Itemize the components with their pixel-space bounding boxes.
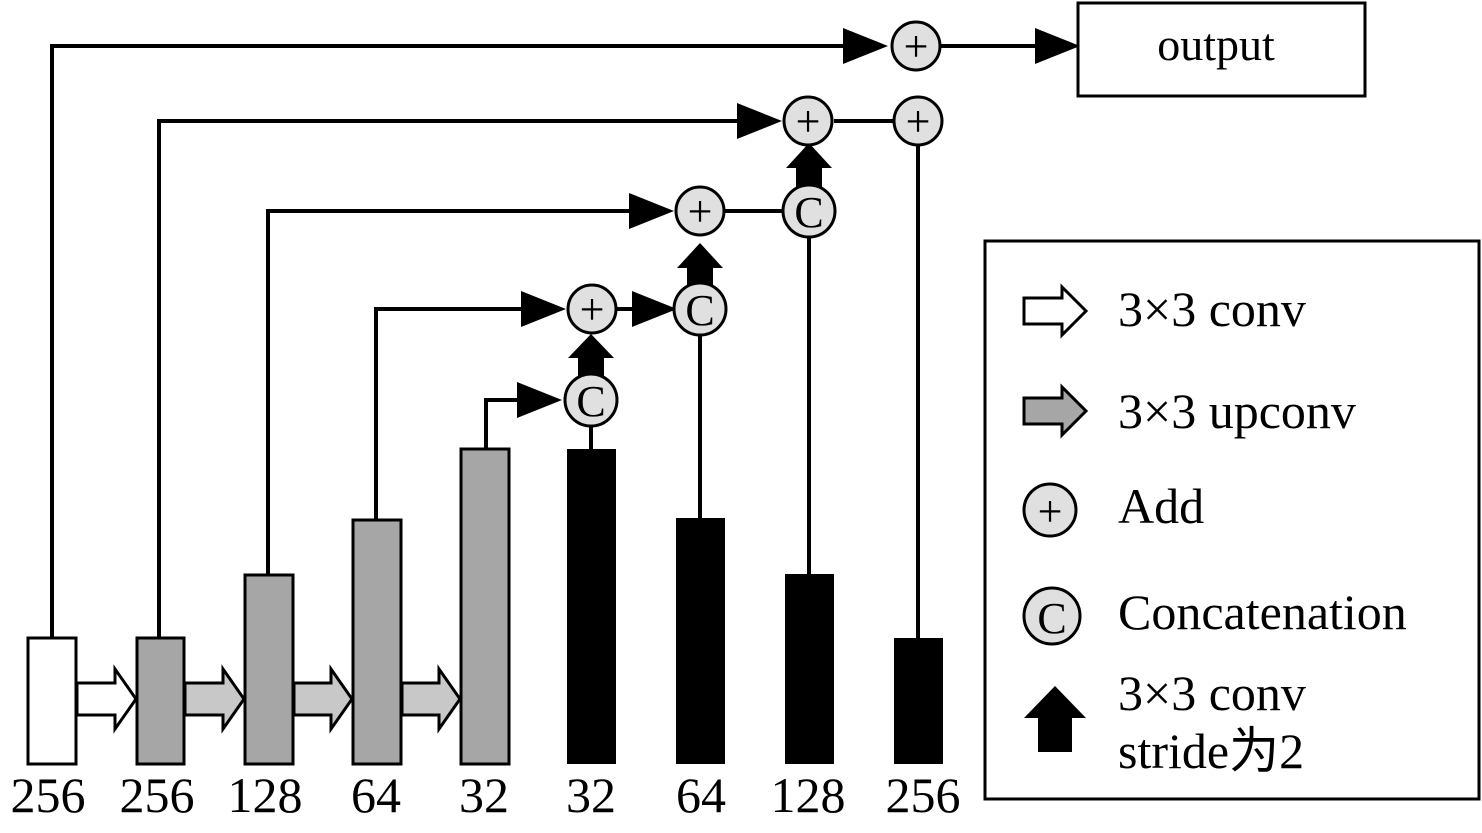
legend: 3×3 conv 3×3 upconv + Add C Concatenatio… (983, 239, 1481, 801)
decoder-label-2: 64 (676, 767, 726, 823)
concat-circle-icon (1022, 586, 1082, 646)
concat-node-level3 (781, 183, 837, 239)
decoder-bar-1 (567, 449, 616, 764)
encoder-bar-5 (459, 447, 511, 766)
add-glyph-level4: + (796, 97, 821, 146)
output-box (1076, 1, 1367, 98)
encoder-label-3: 128 (228, 767, 303, 823)
skip-line-256b (157, 119, 742, 638)
arrowhead-output (1035, 28, 1080, 64)
decoder-bar-3 (785, 574, 834, 764)
add-circle-icon (1022, 482, 1078, 538)
encoder-label-1: 256 (11, 767, 86, 823)
skip-line-128 (266, 209, 634, 575)
legend-label-stride-line2: stride为2 (1118, 723, 1304, 779)
add-node-top (890, 20, 942, 72)
add-glyph-level3: + (688, 187, 713, 236)
stride-arrow-3 (786, 143, 832, 189)
encoder-label-5: 32 (459, 767, 509, 823)
output-label: output (1157, 19, 1275, 70)
legend-label-upconv: 3×3 upconv (1118, 383, 1356, 439)
add-node-level4b (892, 95, 944, 147)
encoder-bar-2 (135, 636, 186, 766)
encoder-bar-1 (26, 636, 78, 766)
stride-arrow-1 (568, 334, 614, 377)
skip-line-64 (374, 307, 526, 520)
encoder-bar-4 (351, 518, 403, 766)
concat-glyph-level3: C (794, 188, 823, 237)
arrowhead-top (843, 28, 888, 64)
stride-arrow-2 (677, 243, 723, 287)
decoder-bar-4 (894, 638, 943, 764)
skip-line-32 (484, 398, 522, 449)
concat-glyph-level1: C (576, 377, 605, 426)
arrowhead-level3 (629, 193, 674, 229)
add-glyph-level4b: + (906, 97, 931, 146)
add-glyph-top: + (904, 22, 929, 71)
arrowhead-concat2 (632, 291, 677, 327)
upconv-arrow-2 (183, 664, 246, 734)
skip-line-256a (50, 44, 848, 638)
upconv-arrow-3 (292, 664, 354, 734)
encoder-label-4: 64 (351, 767, 401, 823)
legend-label-conv: 3×3 conv (1118, 281, 1306, 337)
conv-arrow-1 (75, 664, 138, 734)
encoder-label-2: 256 (120, 767, 195, 823)
gray-arrow-icon (1022, 383, 1089, 439)
concat-circle-glyph: C (1037, 594, 1066, 643)
arrowhead-level2 (521, 291, 566, 327)
concat-glyph-level2: C (685, 286, 714, 335)
decoder-label-3: 128 (771, 767, 846, 823)
decoder-label-1: 32 (566, 767, 616, 823)
add-circle-glyph: + (1038, 487, 1063, 536)
decoder-label-4: 256 (886, 767, 961, 823)
concat-node-level2 (672, 281, 728, 337)
add-node-level4 (782, 95, 834, 147)
upconv-arrow-4 (400, 664, 462, 734)
encoder-bar-3 (243, 573, 295, 766)
black-up-arrow-icon (1024, 686, 1086, 752)
add-node-level3 (674, 185, 726, 237)
legend-label-add: Add (1118, 478, 1204, 534)
white-arrow-icon (1022, 283, 1089, 339)
arrowhead-level1 (517, 382, 562, 418)
add-glyph-level2: + (580, 285, 605, 334)
legend-label-concat: Concatenation (1118, 584, 1407, 640)
decoder-bar-2 (676, 518, 725, 764)
legend-label-stride-line1: 3×3 conv (1118, 665, 1306, 721)
concat-node-level1 (563, 372, 619, 428)
add-node-level2 (566, 283, 618, 335)
arrowhead-level4 (737, 103, 782, 139)
